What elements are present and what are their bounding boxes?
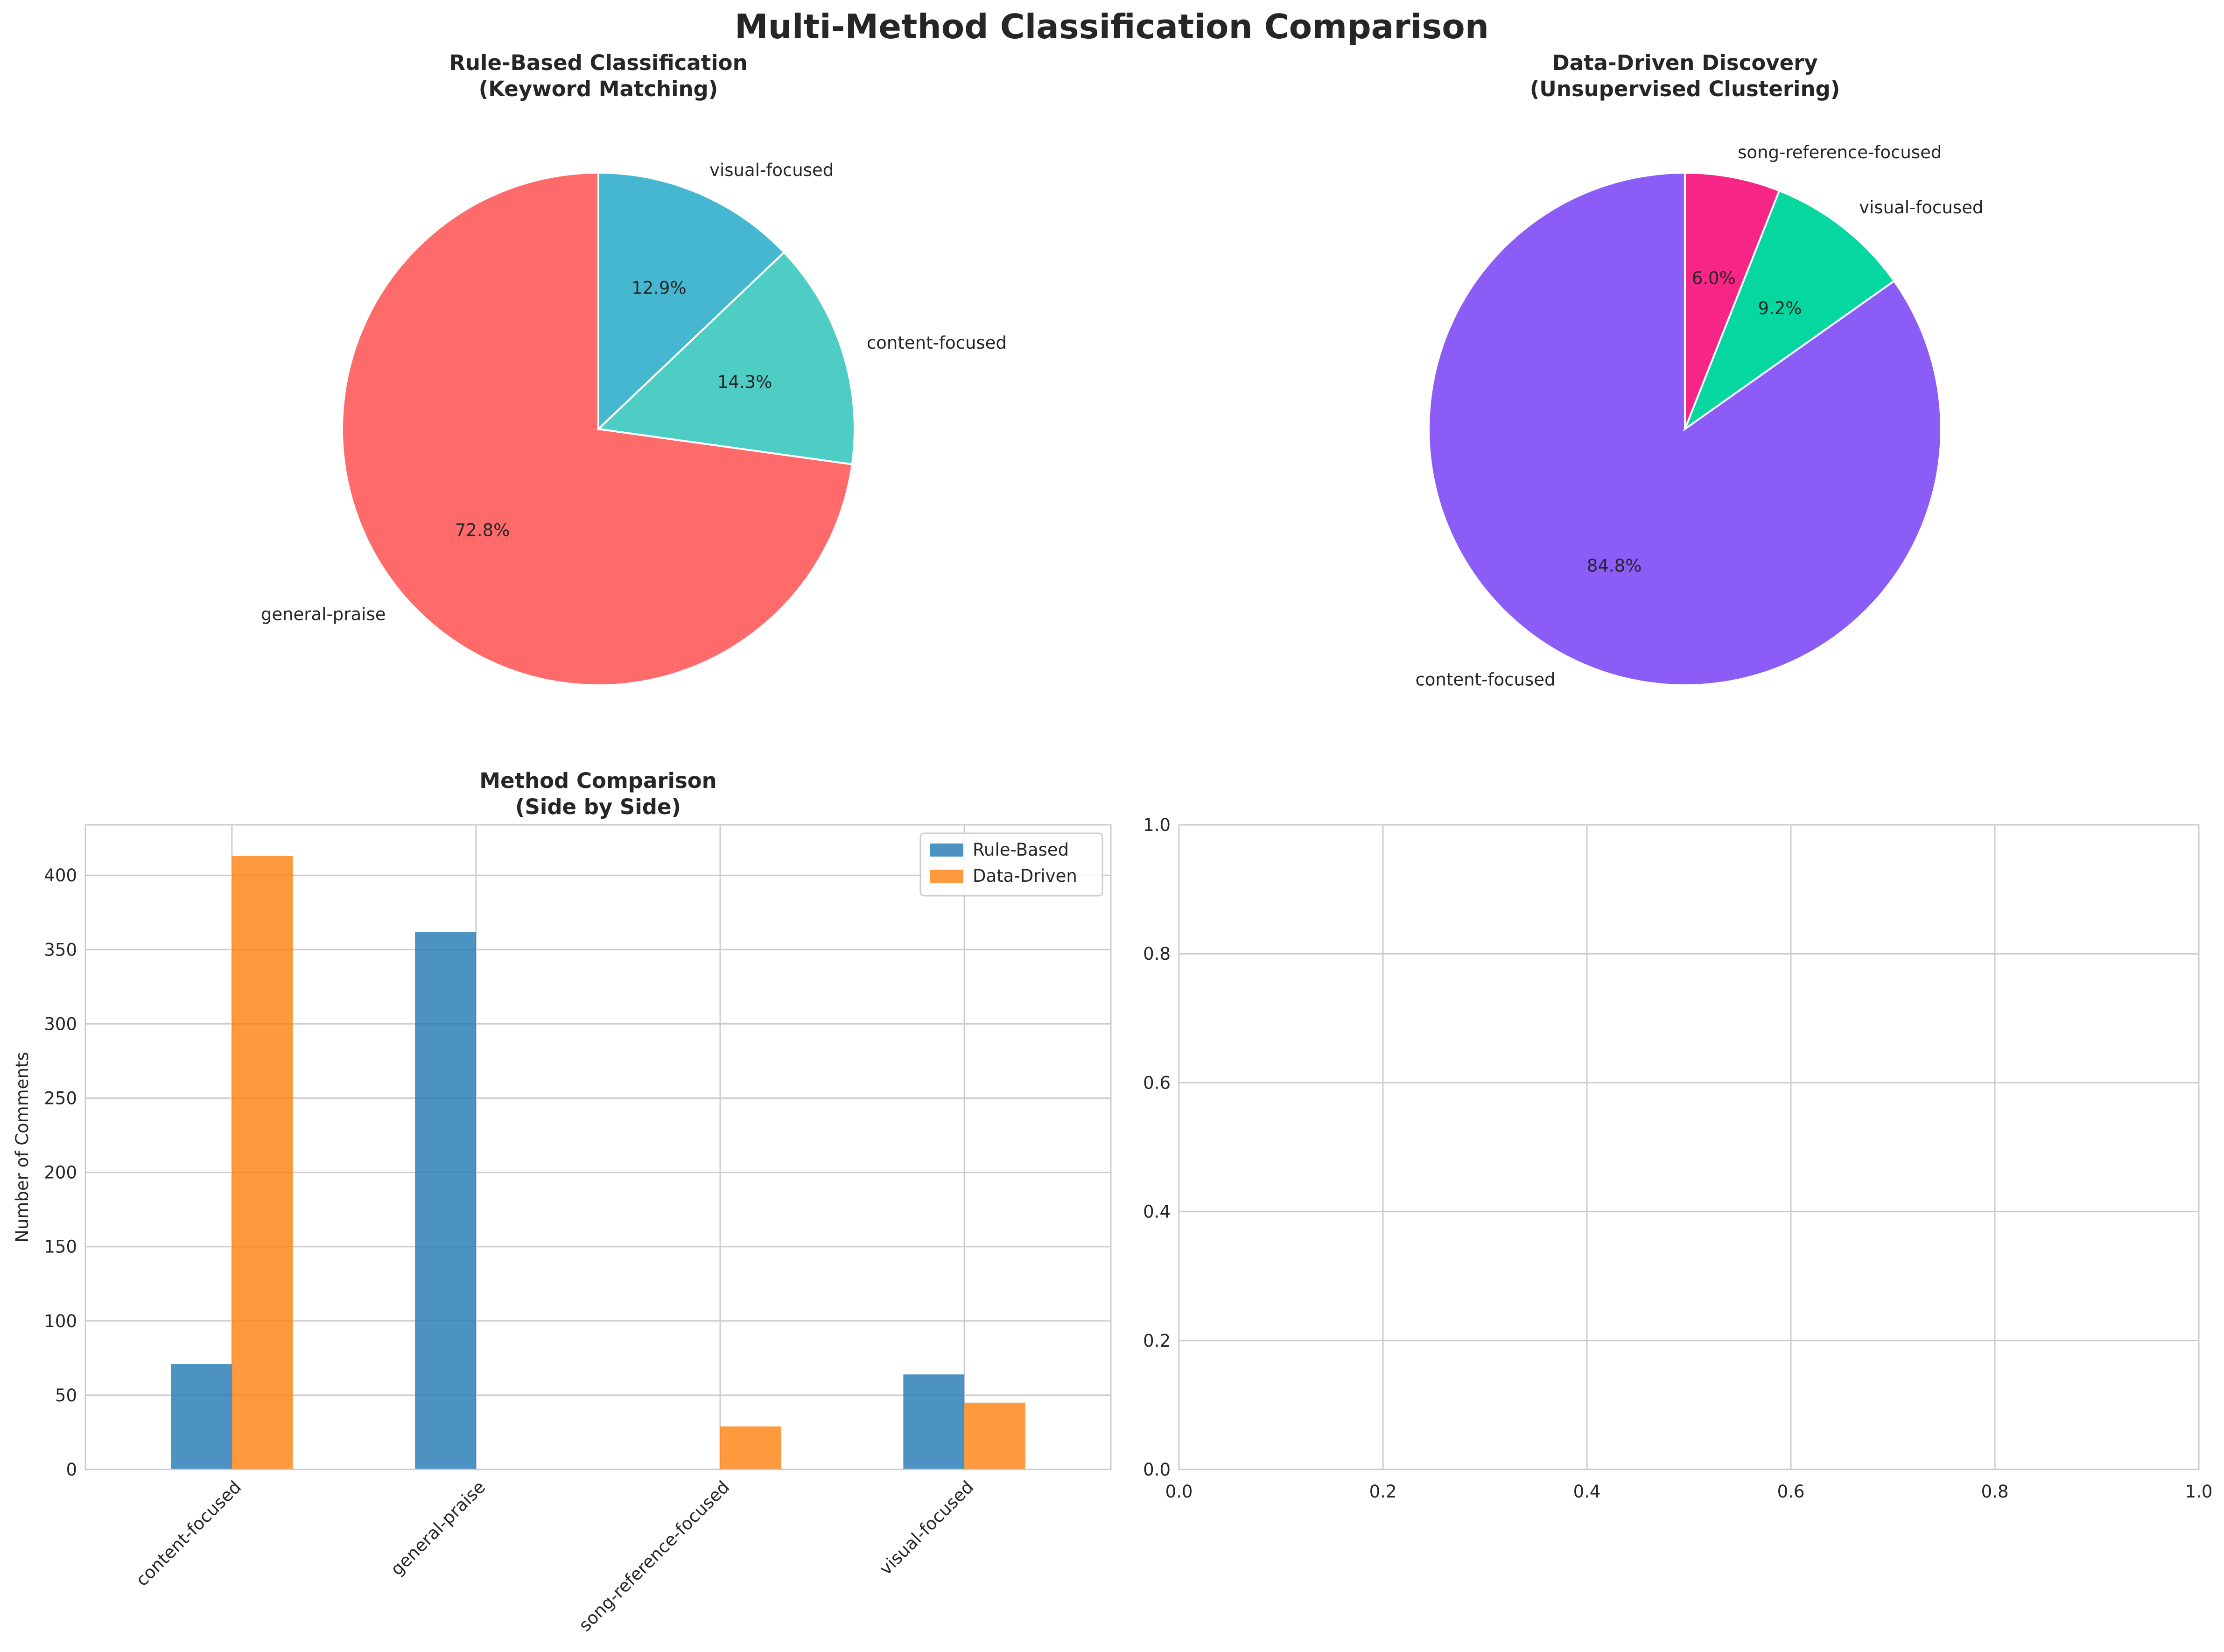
y-tick-label: 200: [44, 1163, 77, 1183]
y-tick-label: 0.4: [1143, 1202, 1171, 1222]
pie-category-label: general-praise: [261, 605, 386, 625]
x-tick-label: 0.8: [1981, 1482, 2009, 1502]
chart-title: Data-Driven Discovery (Unsupervised Clust…: [1530, 50, 1840, 101]
x-tick-label: 0.2: [1369, 1482, 1397, 1502]
figure-title: Multi-Method Classification Comparison: [735, 7, 1489, 46]
pie-category-label: content-focused: [1415, 669, 1555, 689]
x-tick-label: 1.0: [2185, 1482, 2213, 1502]
chart-title: Rule-Based Classification (Keyword Matchi…: [449, 50, 747, 101]
pie-percent-label: 9.2%: [1758, 298, 1802, 318]
y-tick-label: 1.0: [1143, 815, 1171, 835]
pie-slice-visual-focused: [597, 171, 786, 431]
pie-category-label: visual-focused: [1859, 197, 1983, 218]
pie-percent-label: 12.9%: [631, 278, 687, 298]
pie-percent-label: 72.8%: [455, 520, 510, 540]
pie-slice-content-focused: [596, 251, 856, 465]
y-tick-label: 50: [55, 1385, 77, 1406]
y-axis-label: Number of Comments: [12, 1052, 32, 1242]
data-driven-pie-chart: Data-Driven Discovery (Unsupervised Clust…: [1415, 50, 1983, 689]
y-tick-label: 0.0: [1143, 1460, 1171, 1480]
bar-data-driven-content-focused: [232, 856, 293, 1469]
chart-title: Method Comparison (Side by Side): [479, 768, 716, 819]
pie-slice-visual-focused: [1683, 189, 1895, 432]
rule-based-pie-chart: Rule-Based Classification (Keyword Matchi…: [261, 50, 1007, 686]
y-tick-label: 100: [44, 1311, 77, 1331]
pie-percent-label: 6.0%: [1692, 268, 1736, 288]
pie-percent-label: 14.3%: [717, 372, 772, 392]
y-tick-label: 300: [44, 1014, 77, 1034]
x-tick-label: 0.0: [1165, 1482, 1193, 1502]
y-tick-label: 400: [44, 865, 77, 886]
y-tick-label: 350: [44, 940, 77, 960]
bar-rule-based-general-praise: [415, 932, 476, 1469]
y-tick-label: 0.2: [1143, 1331, 1171, 1351]
bar-rule-based-content-focused: [171, 1364, 232, 1469]
y-tick-label: 0: [66, 1460, 77, 1480]
x-tick-label: 0.6: [1777, 1482, 1805, 1502]
x-tick-label: 0.4: [1573, 1482, 1601, 1502]
legend: Rule-Based Data-Driven: [919, 832, 1103, 897]
bar-data-driven-song-reference-focused: [720, 1426, 781, 1469]
y-tick-label: 150: [44, 1237, 77, 1257]
pie-slice-song-reference-focused: [1684, 171, 1781, 429]
legend-entry-rule-based: Rule-Based: [973, 840, 1069, 860]
legend-frame: [919, 832, 1103, 897]
y-tick-label: 250: [44, 1088, 77, 1108]
plot-area: [1179, 825, 2199, 1469]
pie-category-label: song-reference-focused: [1738, 142, 1942, 162]
legend-swatch-data-driven: [930, 870, 963, 883]
pie-category-label: visual-focused: [709, 160, 834, 180]
y-tick-label: 0.8: [1143, 944, 1171, 964]
y-tick-label: 0.6: [1143, 1073, 1171, 1093]
bar-rule-based-visual-focused: [903, 1374, 965, 1469]
legend-entry-data-driven: Data-Driven: [973, 866, 1077, 886]
axes-frame: [84, 824, 1112, 1470]
pie-category-label: content-focused: [867, 333, 1007, 353]
bar-data-driven-visual-focused: [964, 1402, 1025, 1469]
empty-axes: 0.0 0.2 0.4 0.6 0.8 1.0 0.0 0.2 0.4 0.6 0.8 1.0: [1143, 815, 2212, 1502]
legend-swatch-rule-based: [930, 844, 963, 857]
axes-frame: [1178, 824, 2200, 1470]
pie-percent-label: 84.8%: [1587, 556, 1642, 576]
